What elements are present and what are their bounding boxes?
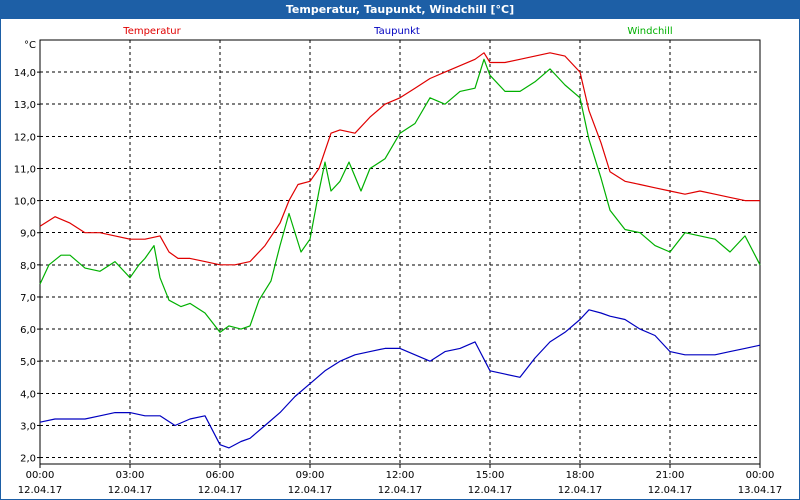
x-tick-date-label: 12.04.17 bbox=[108, 485, 153, 496]
x-tick-date-label: 13.04.17 bbox=[738, 485, 783, 496]
y-tick-label: 8,0 bbox=[20, 261, 36, 272]
x-tick-date-label: 12.04.17 bbox=[648, 485, 693, 496]
x-tick-date-label: 12.04.17 bbox=[378, 485, 423, 496]
y-tick-label: 14,0 bbox=[14, 68, 36, 79]
x-tick-time-label: 15:00 bbox=[476, 470, 505, 481]
y-tick-label: 7,0 bbox=[20, 293, 36, 304]
y-tick-label: 6,0 bbox=[20, 325, 36, 336]
series-line-windchill bbox=[39, 58, 761, 333]
x-tick-time-label: 09:00 bbox=[296, 470, 325, 481]
series-line-taupunkt bbox=[39, 309, 761, 449]
y-tick-label: 13,0 bbox=[14, 100, 36, 111]
series-line-temperatur bbox=[39, 52, 760, 266]
x-tick-date-label: 12.04.17 bbox=[468, 485, 513, 496]
x-tick-date-label: 12.04.17 bbox=[558, 485, 603, 496]
x-tick-date-label: 12.04.17 bbox=[198, 485, 243, 496]
legend-entry-taupunkt: Taupunkt bbox=[373, 26, 420, 37]
x-tick-time-label: 12:00 bbox=[386, 470, 415, 481]
x-tick-time-label: 06:00 bbox=[206, 470, 235, 481]
legend-entry-temperatur: Temperatur bbox=[122, 26, 181, 37]
series-layer bbox=[39, 52, 761, 449]
y-tick-label: 12,0 bbox=[14, 132, 36, 143]
y-tick-label: 10,0 bbox=[14, 197, 36, 208]
y-tick-label: 3,0 bbox=[20, 421, 36, 432]
y-axis-label: °C bbox=[24, 40, 36, 51]
grid-layer bbox=[40, 40, 760, 464]
y-tick-label: 2,0 bbox=[20, 454, 36, 465]
x-tick-date-label: 12.04.17 bbox=[18, 485, 63, 496]
x-tick-time-label: 18:00 bbox=[566, 470, 595, 481]
legend-entry-windchill: Windchill bbox=[627, 26, 672, 37]
x-tick-time-label: 00:00 bbox=[26, 470, 55, 481]
legend-layer: Temperatur Taupunkt Windchill bbox=[122, 26, 672, 37]
y-tick-label: 9,0 bbox=[20, 229, 36, 240]
x-tick-date-label: 12.04.17 bbox=[288, 485, 333, 496]
y-tick-label: 4,0 bbox=[20, 389, 36, 400]
y-tick-label: 5,0 bbox=[20, 357, 36, 368]
x-tick-time-label: 00:00 bbox=[746, 470, 775, 481]
axis-layer: 2,0 3,0 4,0 5,0 6,0 7,0 8,0 9,0 10,0 11,0 12,0 13,0… bbox=[14, 40, 783, 496]
window-title: Temperatur, Taupunkt, Windchill [°C] bbox=[1, 1, 799, 19]
y-tick-label: 11,0 bbox=[14, 164, 36, 175]
x-tick-time-label: 03:00 bbox=[116, 470, 145, 481]
x-tick-time-label: 21:00 bbox=[656, 470, 685, 481]
